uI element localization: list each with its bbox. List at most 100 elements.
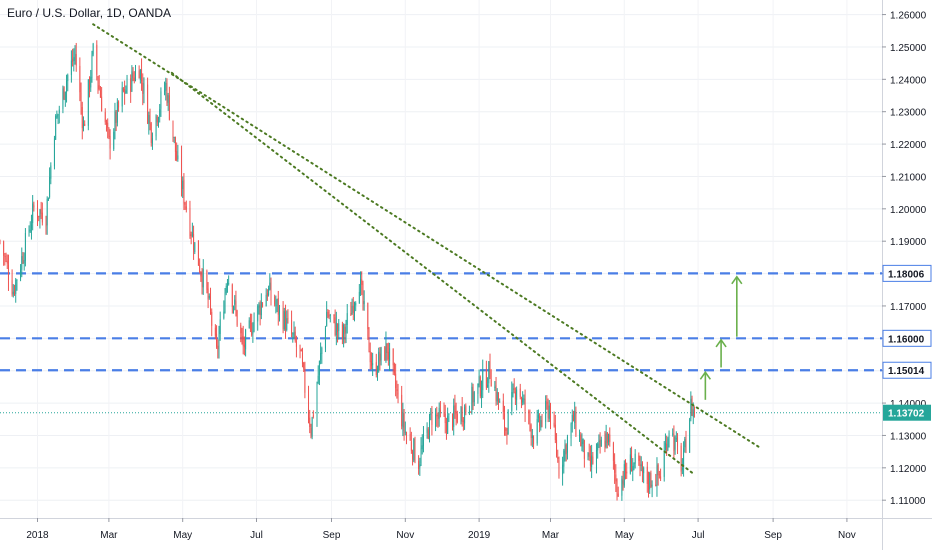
candle-body bbox=[460, 407, 461, 421]
candle-body bbox=[542, 420, 543, 423]
candle-body bbox=[225, 292, 226, 312]
candle-body bbox=[370, 351, 371, 362]
candle-body bbox=[641, 464, 642, 466]
candle-body bbox=[228, 283, 229, 284]
candle-body bbox=[23, 257, 24, 263]
candle-body bbox=[302, 353, 303, 364]
candle-body bbox=[20, 269, 21, 278]
candle-body bbox=[148, 115, 149, 124]
candle-body bbox=[232, 284, 233, 306]
candle-body bbox=[325, 328, 326, 348]
candle-body bbox=[304, 368, 305, 393]
candle-body bbox=[355, 303, 356, 305]
candle-body bbox=[669, 433, 670, 437]
candle-body bbox=[124, 89, 125, 94]
candle-body bbox=[656, 466, 657, 486]
candle-body bbox=[141, 69, 142, 81]
candle-body bbox=[360, 279, 361, 294]
candle-body bbox=[177, 155, 178, 159]
candle-body bbox=[508, 410, 509, 434]
candle-body bbox=[675, 437, 676, 450]
candle-body bbox=[335, 317, 336, 335]
y-tick-label: 1.25000 bbox=[890, 43, 927, 54]
candle-body bbox=[621, 479, 622, 496]
candle-body bbox=[30, 230, 31, 232]
candle-body bbox=[45, 224, 46, 227]
candle-body bbox=[566, 445, 567, 455]
candle-body bbox=[13, 292, 14, 295]
trendline-1[interactable] bbox=[93, 24, 758, 446]
candle-body bbox=[56, 115, 57, 117]
candle-body bbox=[494, 387, 495, 388]
candle-body bbox=[158, 118, 159, 123]
candle-body bbox=[562, 465, 563, 475]
x-tick-label: Jul bbox=[250, 530, 263, 541]
candle-body bbox=[398, 393, 399, 395]
candle-body bbox=[39, 210, 40, 217]
candle-body bbox=[55, 116, 56, 140]
candle-body bbox=[285, 312, 286, 331]
candle-body bbox=[110, 136, 111, 149]
candle-body bbox=[378, 352, 379, 372]
candle-body bbox=[342, 324, 343, 339]
candle-body bbox=[168, 95, 169, 102]
candle-body bbox=[350, 313, 351, 316]
candle-body bbox=[588, 453, 589, 460]
candle-body bbox=[491, 380, 492, 387]
candle-body bbox=[422, 445, 423, 449]
candle-body bbox=[245, 330, 246, 349]
candle-body bbox=[202, 276, 203, 287]
candle-body bbox=[471, 387, 472, 412]
candle-body bbox=[638, 456, 639, 461]
candle-body bbox=[454, 405, 455, 412]
candle-body bbox=[487, 385, 488, 387]
candle-body bbox=[131, 71, 132, 91]
candle-body bbox=[330, 315, 331, 316]
candle-body bbox=[37, 208, 38, 218]
candle-body bbox=[333, 315, 334, 317]
candle-body bbox=[666, 444, 667, 452]
target-arrow-1[interactable] bbox=[700, 372, 710, 400]
y-tick-label: 1.22000 bbox=[890, 140, 927, 151]
candle-body bbox=[176, 151, 177, 160]
candle-body bbox=[249, 320, 250, 328]
candle-body bbox=[405, 432, 406, 433]
candle-body bbox=[445, 414, 446, 423]
candle-body bbox=[439, 408, 440, 419]
candle-body bbox=[520, 389, 521, 397]
candle-body bbox=[8, 265, 9, 280]
candle-body bbox=[116, 111, 117, 123]
candle-body bbox=[632, 466, 633, 471]
candle-body bbox=[192, 232, 193, 236]
trendlines[interactable] bbox=[93, 24, 758, 472]
candle-body bbox=[250, 321, 251, 322]
candle-body bbox=[233, 306, 234, 307]
candle-body bbox=[279, 307, 280, 313]
candle-body bbox=[267, 293, 268, 296]
target-arrow-3[interactable] bbox=[732, 277, 742, 337]
candle-body bbox=[277, 300, 278, 304]
horizontal-levels[interactable] bbox=[0, 273, 882, 370]
candle-body bbox=[173, 121, 174, 137]
candle-body bbox=[660, 476, 661, 478]
candle-body bbox=[609, 435, 610, 443]
target-arrow-2[interactable] bbox=[716, 340, 726, 368]
candle-body bbox=[48, 198, 49, 200]
candle-body bbox=[296, 341, 297, 347]
candle-body bbox=[453, 406, 454, 427]
candle-body bbox=[33, 205, 34, 207]
candle-body bbox=[235, 301, 236, 310]
candle-body bbox=[377, 372, 378, 375]
candle-body bbox=[532, 435, 533, 438]
y-tick-label: 1.12000 bbox=[890, 464, 927, 475]
candle-body bbox=[470, 412, 471, 413]
candle-body bbox=[169, 95, 170, 119]
candle-body bbox=[234, 300, 235, 305]
candle-body bbox=[175, 137, 176, 152]
candle-body bbox=[329, 316, 330, 317]
x-tick-label: Mar bbox=[100, 530, 118, 541]
candle-body bbox=[693, 409, 694, 417]
candle-body bbox=[147, 85, 148, 124]
